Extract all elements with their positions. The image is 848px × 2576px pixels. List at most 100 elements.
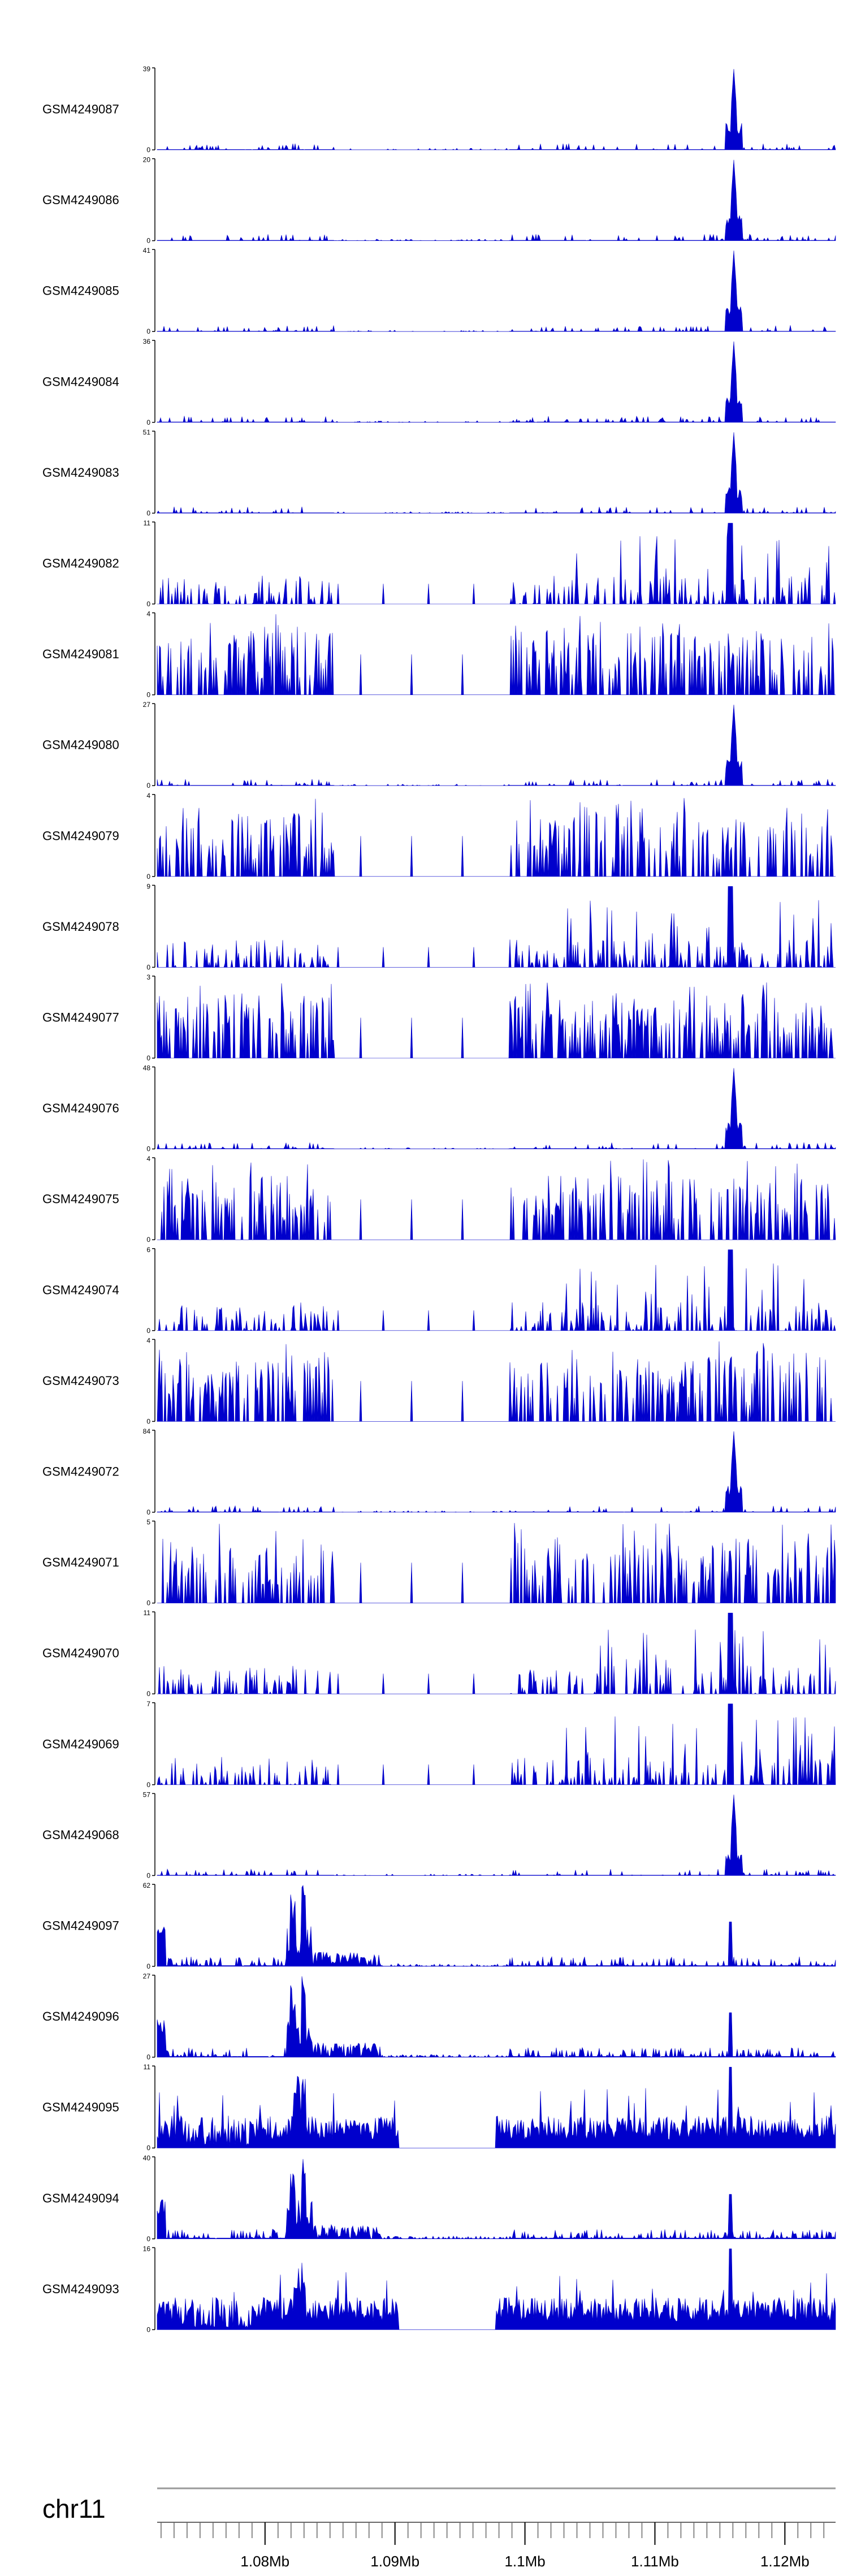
y-min-label: 0 — [146, 2325, 150, 2333]
track-label: GSM4249077 — [42, 1011, 119, 1025]
y-min-label: 0 — [146, 1781, 150, 1789]
track-GSM4249078: GSM4249078 9 0 — [42, 882, 836, 971]
genome-axis: chr11 1.08Mb 1.09Mb 1.1Mb 1.11Mb 1.12Mb — [42, 2487, 836, 2570]
y-min-label: 0 — [146, 237, 150, 245]
coverage-area — [157, 341, 836, 423]
y-min-label: 0 — [146, 1962, 150, 1970]
y-max-label: 27 — [143, 701, 151, 709]
track-label: GSM4249068 — [42, 1828, 119, 1842]
coverage-area — [157, 1068, 836, 1149]
y-max-label: 27 — [143, 1973, 151, 1980]
y-max-label: 4 — [146, 610, 150, 618]
track-label: GSM4249072 — [42, 1465, 119, 1479]
y-max-label: 4 — [146, 792, 150, 800]
tick-label-1.1Mb: 1.1Mb — [504, 2553, 545, 2570]
y-min-label: 0 — [146, 1236, 150, 1244]
track-label: GSM4249086 — [42, 193, 119, 207]
track-label: GSM4249073 — [42, 1374, 119, 1388]
track-GSM4249068: GSM4249068 57 0 — [42, 1790, 836, 1879]
track-GSM4249073: GSM4249073 4 0 — [42, 1336, 836, 1425]
y-min-label: 0 — [146, 1327, 150, 1335]
coverage-area — [157, 1159, 836, 1240]
y-min-label: 0 — [146, 1690, 150, 1698]
track-label: GSM4249078 — [42, 920, 119, 934]
y-min-label: 0 — [146, 327, 150, 335]
y-max-label: 39 — [143, 65, 151, 73]
coverage-area — [157, 1522, 836, 1603]
y-max-label: 9 — [146, 882, 150, 890]
coverage-area — [157, 886, 836, 968]
track-GSM4249096: GSM4249096 27 0 — [42, 1973, 836, 2061]
coverage-area — [157, 1794, 836, 1876]
y-min-label: 0 — [146, 963, 150, 971]
coverage-area — [157, 1341, 836, 1422]
y-min-label: 0 — [146, 1508, 150, 1516]
coverage-area — [157, 1431, 836, 1513]
y-max-label: 20 — [143, 156, 151, 164]
coverage-area — [157, 523, 836, 605]
y-min-label: 0 — [146, 418, 150, 426]
track-GSM4249093: GSM4249093 16 0 — [42, 2245, 836, 2333]
y-max-label: 57 — [143, 1790, 151, 1798]
tick-label-1.09Mb: 1.09Mb — [370, 2553, 419, 2570]
y-min-label: 0 — [146, 509, 150, 517]
y-max-label: 7 — [146, 1700, 150, 1708]
track-label: GSM4249071 — [42, 1555, 119, 1569]
coverage-area — [157, 614, 836, 695]
y-min-label: 0 — [146, 1145, 150, 1153]
tick-label-1.11Mb: 1.11Mb — [631, 2553, 679, 2570]
y-max-label: 4 — [146, 1155, 150, 1163]
coverage-area — [157, 1249, 836, 1331]
coverage-area — [157, 2159, 836, 2240]
y-max-label: 51 — [143, 428, 151, 436]
y-min-label: 0 — [146, 1871, 150, 1879]
track-GSM4249075: GSM4249075 4 0 — [42, 1155, 836, 1244]
y-min-label: 0 — [146, 146, 150, 154]
track-label: GSM4249093 — [42, 2282, 119, 2296]
y-max-label: 16 — [143, 2245, 151, 2253]
track-label: GSM4249085 — [42, 284, 119, 298]
track-GSM4249083: GSM4249083 51 0 — [42, 428, 836, 517]
y-min-label: 0 — [146, 691, 150, 699]
y-max-label: 62 — [143, 1882, 151, 1889]
coverage-area — [157, 2249, 836, 2330]
y-min-label: 0 — [146, 2235, 150, 2243]
track-GSM4249097: GSM4249097 62 0 — [42, 1882, 836, 1970]
y-min-label: 0 — [146, 782, 150, 789]
track-GSM4249081: GSM4249081 4 0 — [42, 610, 836, 699]
y-max-label: 11 — [144, 1609, 151, 1617]
track-label: GSM4249076 — [42, 1101, 119, 1115]
track-GSM4249087: GSM4249087 39 0 — [42, 65, 836, 154]
track-GSM4249085: GSM4249085 41 0 — [42, 247, 836, 335]
y-max-label: 6 — [146, 1246, 150, 1254]
track-GSM4249071: GSM4249071 5 0 — [42, 1518, 836, 1607]
y-max-label: 36 — [143, 338, 151, 346]
track-label: GSM4249094 — [42, 2191, 119, 2205]
track-label: GSM4249079 — [42, 829, 119, 843]
y-max-label: 48 — [143, 1064, 151, 1072]
coverage-area — [157, 982, 836, 1059]
track-GSM4249077: GSM4249077 3 0 — [42, 973, 836, 1062]
track-GSM4249079: GSM4249079 4 0 — [42, 792, 836, 881]
track-label: GSM4249081 — [42, 647, 119, 661]
y-max-label: 11 — [144, 2063, 151, 2071]
track-GSM4249086: GSM4249086 20 0 — [42, 156, 836, 245]
coverage-area — [157, 1976, 836, 2058]
track-label: GSM4249069 — [42, 1737, 119, 1751]
tick-label-1.08Mb: 1.08Mb — [240, 2553, 289, 2570]
y-max-label: 5 — [146, 1518, 150, 1526]
track-GSM4249074: GSM4249074 6 0 — [42, 1246, 836, 1335]
y-max-label: 84 — [143, 1427, 151, 1435]
tick-label-1.12Mb: 1.12Mb — [760, 2553, 810, 2570]
coverage-area — [157, 798, 836, 877]
chrom-label: chr11 — [42, 2494, 106, 2523]
y-min-label: 0 — [146, 2144, 150, 2152]
track-GSM4249095: GSM4249095 11 0 — [42, 2063, 836, 2152]
coverage-area — [157, 705, 836, 786]
track-GSM4249080: GSM4249080 27 0 — [42, 701, 836, 789]
coverage-area — [157, 159, 836, 241]
track-label: GSM4249096 — [42, 2009, 119, 2023]
coverage-area — [157, 251, 836, 332]
track-label: GSM4249095 — [42, 2100, 119, 2115]
